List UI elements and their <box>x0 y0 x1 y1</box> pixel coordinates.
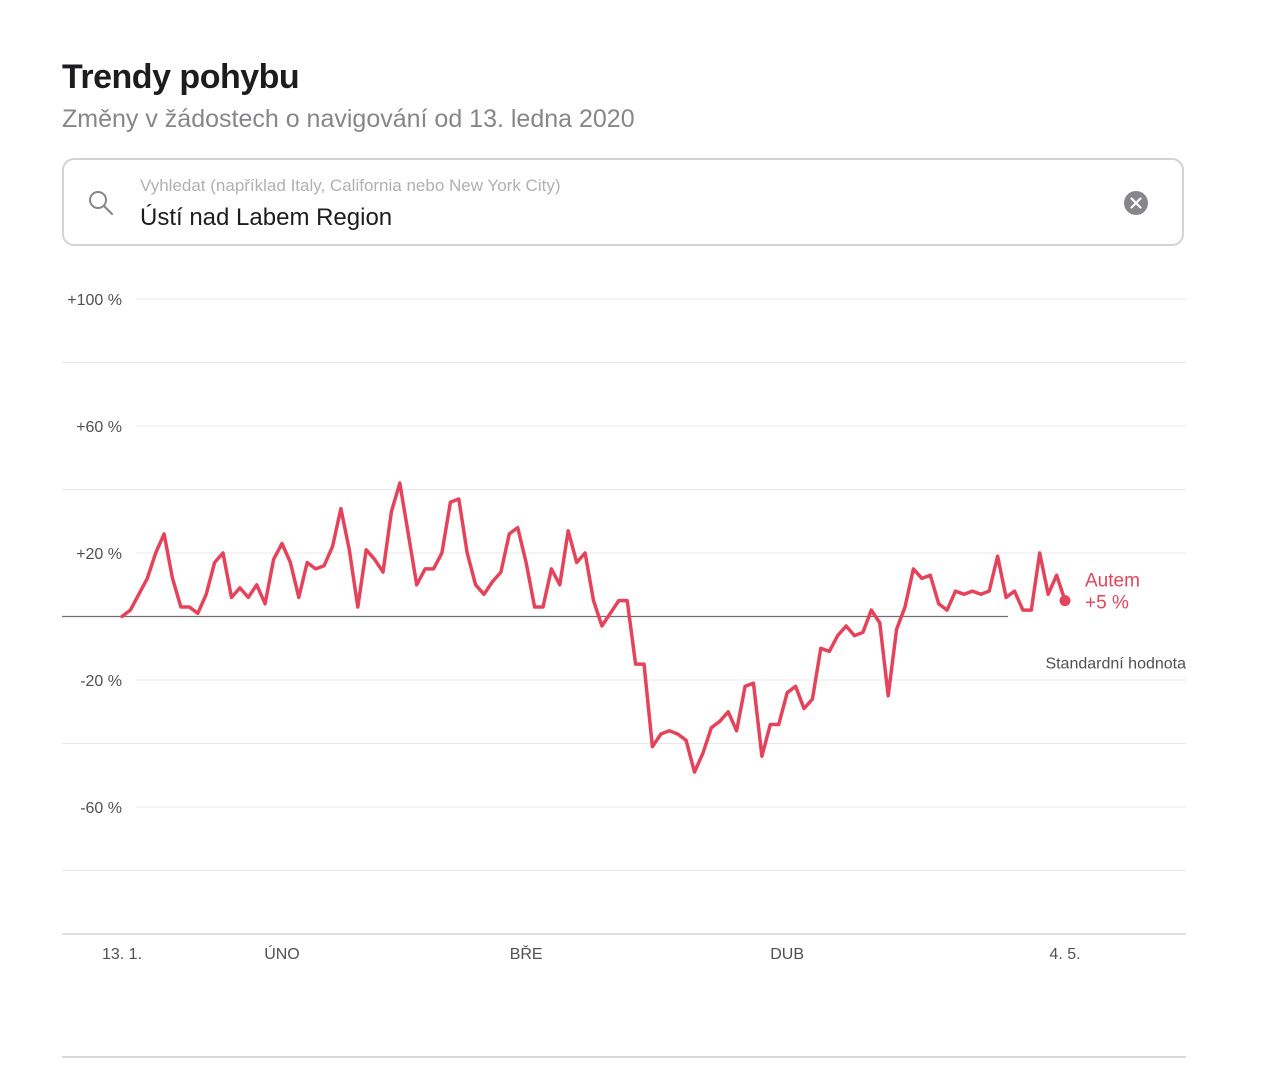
x-tick-label: 13. 1. <box>102 946 142 963</box>
y-tick-label: +60 % <box>76 419 122 436</box>
bottom-divider <box>62 1056 1186 1058</box>
mobility-chart: +100 % +60 % +20 % -20 % -60 % Standardní hod… <box>62 292 1186 963</box>
series-line-autem <box>120 481 1067 774</box>
search-icon <box>88 190 114 216</box>
x-tick-label: 4. 5. <box>1049 946 1080 963</box>
y-tick-label: -60 % <box>80 800 122 817</box>
last-point-marker <box>1059 595 1071 607</box>
page-title: Trendy pohybu <box>62 58 300 96</box>
y-tick-label: +20 % <box>76 546 122 563</box>
x-tick-label: DUB <box>770 946 804 963</box>
search-placeholder: Vyhledat (například Italy, California ne… <box>140 176 561 195</box>
search-box[interactable]: Vyhledat (například Italy, California ne… <box>62 158 1184 246</box>
page-subtitle: Změny v žádostech o navigování od 13. le… <box>62 105 635 133</box>
series-last-value-label: +5 % <box>1085 593 1129 614</box>
clear-circle-icon[interactable] <box>1124 191 1148 215</box>
baseline-label: Standardní hodnota <box>1045 656 1186 673</box>
y-tick-label: +100 % <box>67 292 122 309</box>
search-input[interactable] <box>140 204 1040 232</box>
x-tick-label: ÚNO <box>264 944 300 963</box>
y-tick-label: -20 % <box>80 673 122 690</box>
series-name-label: Autem <box>1085 571 1140 592</box>
x-tick-label: BŘE <box>510 944 543 963</box>
